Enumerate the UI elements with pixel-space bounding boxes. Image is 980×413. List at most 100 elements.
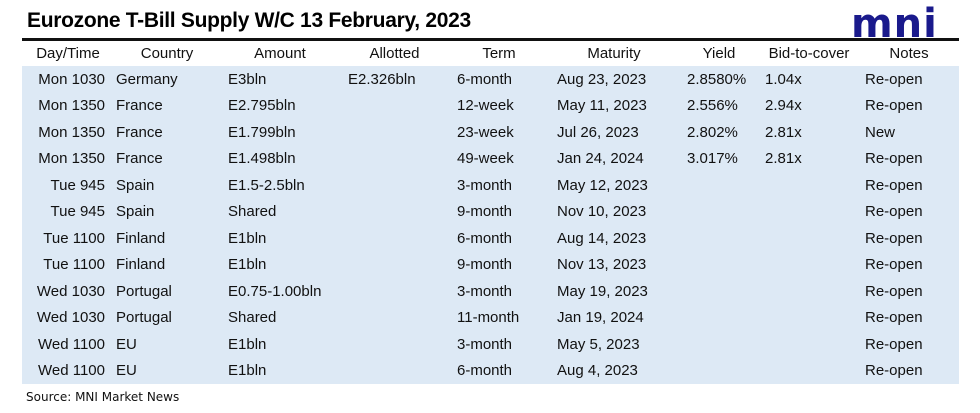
table-row: Wed 1030 Portugal E0.75-1.00bln 3-month May …	[22, 278, 959, 305]
table-row: Wed 1100 EU E1bln 3-month May 5, 2023 Re-open	[22, 331, 959, 358]
cell-country: Spain	[116, 176, 155, 194]
table-row: Wed 1030 Portugal Shared 11-month Jan 19, 20…	[22, 305, 959, 332]
cell-amount: E1.5-2.5bln	[228, 176, 305, 194]
cell-term: 6-month	[457, 362, 513, 380]
cell-term: 49-week	[457, 150, 514, 168]
cell-maturity: May 11, 2023	[557, 97, 647, 115]
table-row: Mon 1350 France E1.799bln 23-week Jul 26, 20…	[22, 119, 959, 146]
column-header-yield: Yield	[702, 45, 736, 62]
cell-bid-to-cover	[759, 252, 859, 279]
cell-maturity: Nov 10, 2023	[557, 203, 647, 221]
cell-day-time: Tue 1100	[43, 229, 105, 247]
top-rule	[22, 38, 959, 41]
cell-yield	[679, 278, 759, 305]
cell-day-time: Mon 1030	[38, 70, 105, 88]
cell-yield: 2.8580%	[687, 70, 747, 88]
table-row: Tue 1100 Finland E1bln 9-month Nov 13, 2023 R…	[22, 252, 959, 279]
cell-allotted	[340, 225, 449, 252]
cell-notes: Re-open	[865, 97, 923, 115]
cell-maturity: Jan 19, 2024	[557, 309, 644, 327]
cell-yield: 2.802%	[687, 123, 738, 141]
cell-notes: Re-open	[865, 203, 923, 221]
cell-allotted	[340, 199, 449, 226]
column-header-term: Term	[482, 45, 516, 62]
cell-allotted	[340, 331, 449, 358]
cell-bid-to-cover	[759, 199, 859, 226]
cell-day-time: Tue 945	[50, 176, 106, 194]
cell-allotted	[340, 119, 449, 146]
column-header-bid-to-cover: Bid-to-cover	[768, 45, 850, 62]
cell-amount: E1bln	[228, 256, 267, 274]
cell-term: 9-month	[457, 256, 513, 274]
cell-day-time: Wed 1030	[36, 282, 105, 300]
cell-country: France	[116, 150, 163, 168]
cell-yield	[679, 172, 759, 199]
cell-term: 11-month	[457, 309, 520, 327]
cell-yield	[679, 199, 759, 226]
cell-country: Finland	[116, 256, 166, 274]
cell-notes: Re-open	[865, 150, 923, 168]
table-row: Wed 1100 EU E1bln 6-month Aug 4, 2023 Re-open	[22, 358, 959, 385]
cell-allotted	[340, 358, 449, 385]
tbill-supply-table: Day/Time Country Amount Allotted Term Maturit…	[22, 41, 959, 384]
table-row: Tue 945 Spain E1.5-2.5bln 3-month May 12, 20…	[22, 172, 959, 199]
cell-notes: Re-open	[865, 282, 923, 300]
cell-maturity: May 5, 2023	[557, 335, 640, 353]
cell-allotted	[340, 146, 449, 173]
cell-amount: E1.498bln	[228, 150, 296, 168]
table-row: Mon 1350 France E2.795bln 12-week May 11, 20…	[22, 93, 959, 120]
cell-notes: Re-open	[865, 309, 923, 327]
cell-notes: New	[865, 123, 896, 141]
column-header-notes: Notes	[889, 45, 929, 62]
cell-yield	[679, 252, 759, 279]
cell-maturity: Aug 23, 2023	[557, 70, 647, 88]
mni-logo: mni	[851, 1, 938, 47]
column-header-maturity: Maturity	[587, 45, 641, 62]
cell-term: 6-month	[457, 70, 513, 88]
cell-term: 3-month	[457, 282, 513, 300]
header-row: Day/Time Country Amount Allotted Term Maturit…	[22, 41, 959, 66]
cell-amount: E1bln	[228, 229, 267, 247]
cell-bid-to-cover	[759, 225, 859, 252]
column-header-amount: Amount	[254, 45, 306, 62]
cell-day-time: Wed 1100	[38, 335, 105, 353]
cell-term: 3-month	[457, 176, 513, 194]
column-header-day-time: Day/Time	[36, 45, 100, 62]
cell-term: 23-week	[457, 123, 514, 141]
cell-maturity: Aug 4, 2023	[557, 362, 638, 380]
cell-bid-to-cover: 2.81x	[765, 150, 802, 168]
cell-amount: E2.795bln	[228, 97, 296, 115]
cell-day-time: Mon 1350	[38, 150, 105, 168]
cell-notes: Re-open	[865, 256, 923, 274]
cell-allotted	[340, 278, 449, 305]
cell-maturity: Jul 26, 2023	[557, 123, 639, 141]
cell-allotted	[340, 93, 449, 120]
cell-country: France	[116, 123, 163, 141]
cell-yield	[679, 331, 759, 358]
cell-country: Finland	[116, 229, 166, 247]
cell-yield: 2.556%	[687, 97, 738, 115]
cell-bid-to-cover	[759, 172, 859, 199]
cell-bid-to-cover	[759, 305, 859, 332]
source-note: Source: MNI Market News	[26, 390, 180, 404]
cell-yield	[679, 305, 759, 332]
cell-amount: Shared	[228, 309, 277, 327]
column-header-country: Country	[140, 45, 194, 62]
cell-yield	[679, 358, 759, 385]
table-row: Mon 1030 Germany E3bln E2.326bln 6-month Aug …	[22, 66, 959, 93]
cell-country: Portugal	[116, 309, 172, 327]
cell-allotted	[340, 252, 449, 279]
cell-notes: Re-open	[865, 70, 923, 88]
table-title: Eurozone T-Bill Supply W/C 13 February, …	[27, 9, 471, 32]
cell-day-time: Tue 945	[50, 203, 106, 221]
cell-allotted: E2.326bln	[348, 70, 416, 88]
cell-amount: E0.75-1.00bln	[228, 282, 322, 300]
cell-term: 6-month	[457, 229, 513, 247]
cell-notes: Re-open	[865, 176, 923, 194]
cell-term: 12-week	[457, 97, 514, 115]
cell-term: 9-month	[457, 203, 513, 221]
cell-notes: Re-open	[865, 229, 923, 247]
cell-notes: Re-open	[865, 362, 923, 380]
table-row: Mon 1350 France E1.498bln 49-week Jan 24, 20…	[22, 146, 959, 173]
cell-amount: Shared	[228, 203, 277, 221]
